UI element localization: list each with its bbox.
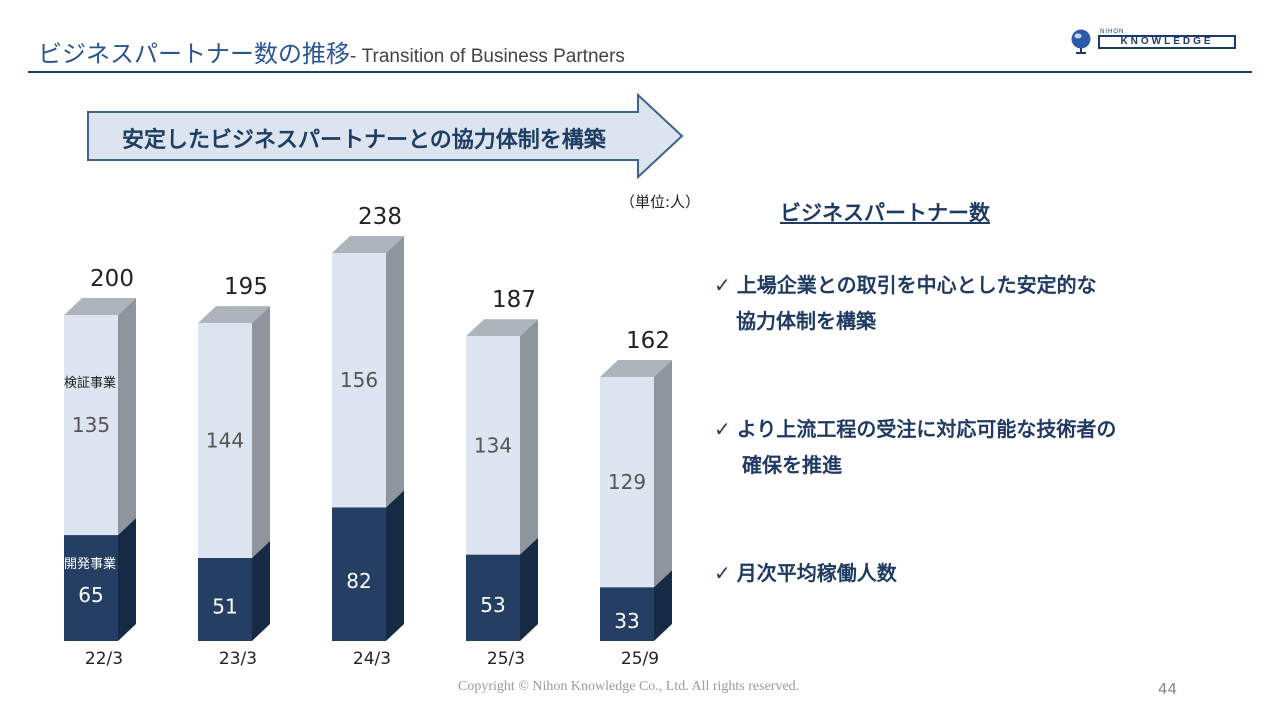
bar-segment-verify — [64, 315, 118, 536]
bar-side-verify — [118, 298, 136, 536]
bar-top — [332, 236, 404, 254]
point2-line1: より上流工程の受注に対応可能な技術者の — [736, 417, 1117, 441]
total-label: 187 — [492, 287, 536, 313]
banner-arrow: 安定したビジネスパートナーとの協力体制を構築 — [86, 93, 686, 179]
data-label-verify: 156 — [340, 368, 378, 392]
bar-side-verify — [654, 359, 672, 588]
x-tick-label: 24/3 — [353, 649, 391, 669]
globe-icon — [1071, 29, 1091, 54]
partners-heading: ビジネスパートナー数 — [780, 201, 990, 225]
series-label-develop: 開発事業 — [64, 556, 116, 572]
bar-side-verify — [252, 306, 270, 558]
bar-segment-verify — [466, 336, 520, 555]
total-label: 200 — [90, 266, 134, 292]
bar-segment-develop — [600, 587, 654, 641]
bar-segment-verify — [600, 376, 654, 588]
check-icon: ✓ — [714, 561, 731, 585]
bar-top — [466, 319, 538, 337]
data-label-verify: 135 — [72, 413, 110, 437]
page-title-japanese: ビジネスパートナー数の推移 — [38, 40, 350, 68]
copyright-text: Copyright © Nihon Knowledge Co., Ltd. Al… — [458, 679, 800, 694]
series-label-verify: 検証事業 — [64, 375, 116, 391]
data-label-develop: 33 — [614, 609, 639, 633]
bar-top — [600, 359, 672, 377]
bar-segment-develop — [332, 507, 386, 641]
page-title-english: - Transition of Business Partners — [350, 46, 625, 67]
point-monthly-average: ✓ 月次平均稼働人数 — [714, 556, 897, 590]
bar-side-develop — [520, 537, 538, 641]
bar-side-verify — [520, 319, 538, 555]
bar-segment-develop — [466, 554, 520, 641]
title-divider — [28, 71, 1252, 73]
point1-line2: 協力体制を構築 — [736, 309, 876, 333]
data-label-develop: 82 — [346, 569, 371, 593]
bar-side-develop — [118, 518, 136, 641]
x-tick-label: 23/3 — [219, 649, 257, 669]
unit-label: （単位:人） — [620, 193, 701, 211]
banner-text: 安定したビジネスパートナーとの協力体制を構築 — [122, 128, 606, 153]
company-logo: NIHON KNOWLEDGE — [1068, 28, 1240, 58]
data-label-verify: 144 — [206, 429, 244, 453]
bar-side-develop — [252, 540, 270, 641]
data-label-verify: 134 — [474, 433, 512, 457]
bar-segment-develop — [64, 535, 118, 641]
x-tick-label: 25/9 — [621, 649, 659, 669]
page-title: ビジネスパートナー数の推移- Transition of Business Pa… — [38, 34, 625, 69]
logo-main-text: KNOWLEDGE — [1120, 36, 1214, 47]
total-label: 162 — [626, 328, 670, 354]
stacked-bar-chart: 65 135 200 22/3 51 144 195 23/3 82 156 238 24/3 53 13… — [64, 204, 672, 669]
point3-text: 月次平均稼働人数 — [736, 561, 897, 585]
point1-line1: 上場企業との取引を中心とした安定的な — [736, 273, 1097, 297]
data-label-verify: 129 — [608, 470, 646, 494]
point-stable-cooperation: ✓ 上場企業との取引を中心とした安定的な — [714, 268, 1097, 302]
logo-top-text: NIHON — [1100, 29, 1125, 35]
check-icon: ✓ — [714, 273, 731, 297]
point2-line2: 確保を推進 — [742, 453, 842, 477]
x-tick-label: 22/3 — [85, 649, 123, 669]
x-tick-label: 25/3 — [487, 649, 525, 669]
bar-top — [64, 298, 136, 315]
bar-side-develop — [386, 490, 404, 641]
bar-segment-develop — [198, 557, 252, 641]
total-label: 238 — [358, 204, 402, 230]
point-upstream-engineers: ✓ より上流工程の受注に対応可能な技術者の — [714, 412, 1116, 446]
page-number: 44 — [1158, 680, 1178, 698]
total-label: 195 — [224, 274, 268, 300]
bar-top — [198, 306, 270, 324]
logo-main-frame: KNOWLEDGE — [1098, 35, 1236, 49]
bar-segment-verify — [198, 323, 252, 558]
data-label-develop: 53 — [480, 593, 505, 617]
bar-side-develop — [654, 570, 672, 641]
bar-segment-verify — [332, 253, 386, 508]
data-label-develop: 51 — [212, 594, 237, 618]
check-icon: ✓ — [714, 417, 731, 441]
data-label-develop: 65 — [78, 583, 103, 607]
bar-side-verify — [386, 236, 404, 508]
